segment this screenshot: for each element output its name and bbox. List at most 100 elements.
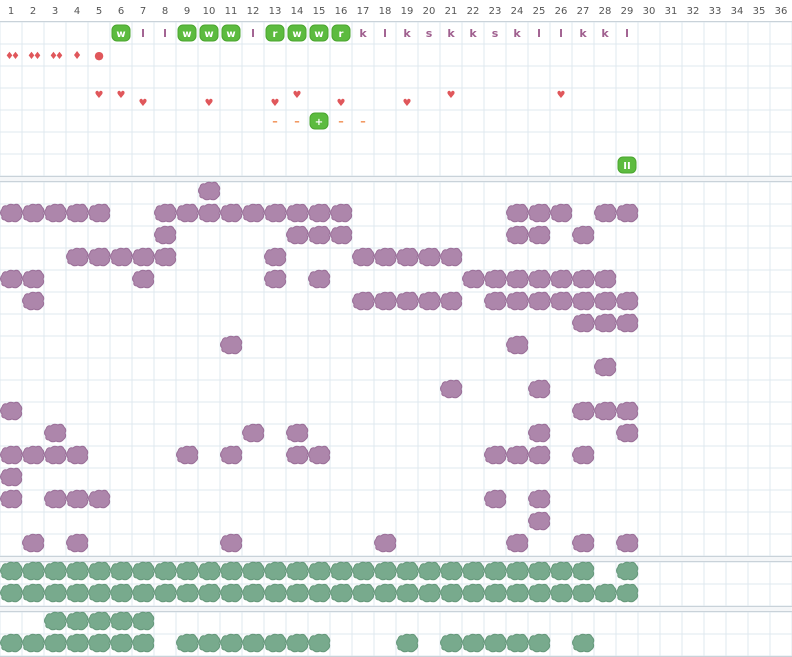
blob bbox=[22, 269, 45, 289]
blob bbox=[550, 291, 573, 311]
blob bbox=[242, 561, 265, 581]
blob bbox=[44, 489, 67, 509]
badge bbox=[331, 24, 351, 42]
blob bbox=[484, 291, 507, 311]
blob bbox=[506, 561, 529, 581]
cell-symbol: ♦♦ bbox=[27, 51, 41, 62]
cell-symbol: l bbox=[625, 27, 629, 40]
blob bbox=[616, 401, 639, 421]
blob bbox=[528, 633, 551, 653]
cell-symbol: ♥ bbox=[293, 90, 302, 101]
blob bbox=[594, 583, 617, 603]
badge bbox=[309, 24, 329, 42]
cell-symbol: ♥ bbox=[205, 98, 214, 109]
blob bbox=[242, 633, 265, 653]
blob bbox=[88, 561, 111, 581]
blob bbox=[484, 445, 507, 465]
blob bbox=[22, 291, 45, 311]
column-number: 15 bbox=[313, 6, 326, 17]
blob bbox=[132, 633, 155, 653]
blob bbox=[132, 247, 155, 267]
blob bbox=[132, 611, 155, 631]
column-number: 11 bbox=[225, 6, 238, 17]
cell-symbol: ● bbox=[94, 49, 104, 62]
column-number: 20 bbox=[423, 6, 436, 17]
badge-label: r bbox=[339, 29, 344, 40]
cell-symbol: l bbox=[537, 27, 541, 40]
blob bbox=[616, 291, 639, 311]
blob bbox=[594, 401, 617, 421]
cell-symbol: ♥ bbox=[117, 90, 126, 101]
badge bbox=[309, 112, 329, 130]
blob bbox=[66, 533, 89, 553]
blob bbox=[616, 533, 639, 553]
cell-symbol: l bbox=[251, 27, 255, 40]
blob bbox=[374, 583, 397, 603]
blob bbox=[506, 633, 529, 653]
column-number: 3 bbox=[52, 6, 58, 17]
blob bbox=[220, 203, 243, 223]
blob bbox=[418, 291, 441, 311]
column-number: 6 bbox=[118, 6, 124, 17]
blob bbox=[110, 561, 133, 581]
blob bbox=[396, 247, 419, 267]
blob bbox=[572, 269, 595, 289]
blob bbox=[396, 561, 419, 581]
blob bbox=[594, 269, 617, 289]
column-number: 17 bbox=[357, 6, 370, 17]
column-number: 19 bbox=[401, 6, 414, 17]
blob bbox=[286, 633, 309, 653]
blob bbox=[528, 269, 551, 289]
blob bbox=[396, 291, 419, 311]
blob bbox=[550, 269, 573, 289]
blob bbox=[396, 583, 419, 603]
cell-symbol: ♥ bbox=[403, 98, 412, 109]
blob bbox=[0, 467, 23, 487]
badge-label: w bbox=[182, 29, 191, 40]
badge bbox=[199, 24, 219, 42]
blob bbox=[88, 247, 111, 267]
blob bbox=[0, 489, 23, 509]
blob bbox=[506, 583, 529, 603]
blob bbox=[352, 583, 375, 603]
blob bbox=[0, 583, 23, 603]
cell-symbol: ♦♦ bbox=[5, 51, 19, 62]
blob bbox=[242, 203, 265, 223]
cell-symbol: – bbox=[360, 115, 366, 128]
blob bbox=[440, 379, 463, 399]
blob bbox=[242, 583, 265, 603]
blob bbox=[0, 633, 23, 653]
blob bbox=[484, 489, 507, 509]
column-number: 7 bbox=[140, 6, 146, 17]
blob bbox=[154, 583, 177, 603]
badge-label: w bbox=[204, 29, 213, 40]
blob bbox=[528, 583, 551, 603]
blob bbox=[220, 335, 243, 355]
blob bbox=[110, 633, 133, 653]
badge-label: r bbox=[273, 29, 278, 40]
blob bbox=[572, 225, 595, 245]
blob bbox=[44, 423, 67, 443]
blob bbox=[132, 583, 155, 603]
blob bbox=[440, 247, 463, 267]
blob bbox=[572, 291, 595, 311]
blob bbox=[198, 633, 221, 653]
blob bbox=[176, 583, 199, 603]
blob bbox=[286, 445, 309, 465]
blob bbox=[66, 611, 89, 631]
blob bbox=[506, 445, 529, 465]
blob bbox=[44, 445, 67, 465]
blob bbox=[264, 269, 287, 289]
blob bbox=[572, 633, 595, 653]
blob bbox=[88, 489, 111, 509]
blob bbox=[330, 561, 353, 581]
column-number: 24 bbox=[511, 6, 524, 17]
blob bbox=[484, 633, 507, 653]
blob bbox=[44, 583, 67, 603]
column-number: 4 bbox=[74, 6, 80, 17]
blob bbox=[0, 445, 23, 465]
blob bbox=[374, 561, 397, 581]
cell-symbol: s bbox=[492, 27, 499, 40]
blob bbox=[44, 203, 67, 223]
column-number: 14 bbox=[291, 6, 304, 17]
